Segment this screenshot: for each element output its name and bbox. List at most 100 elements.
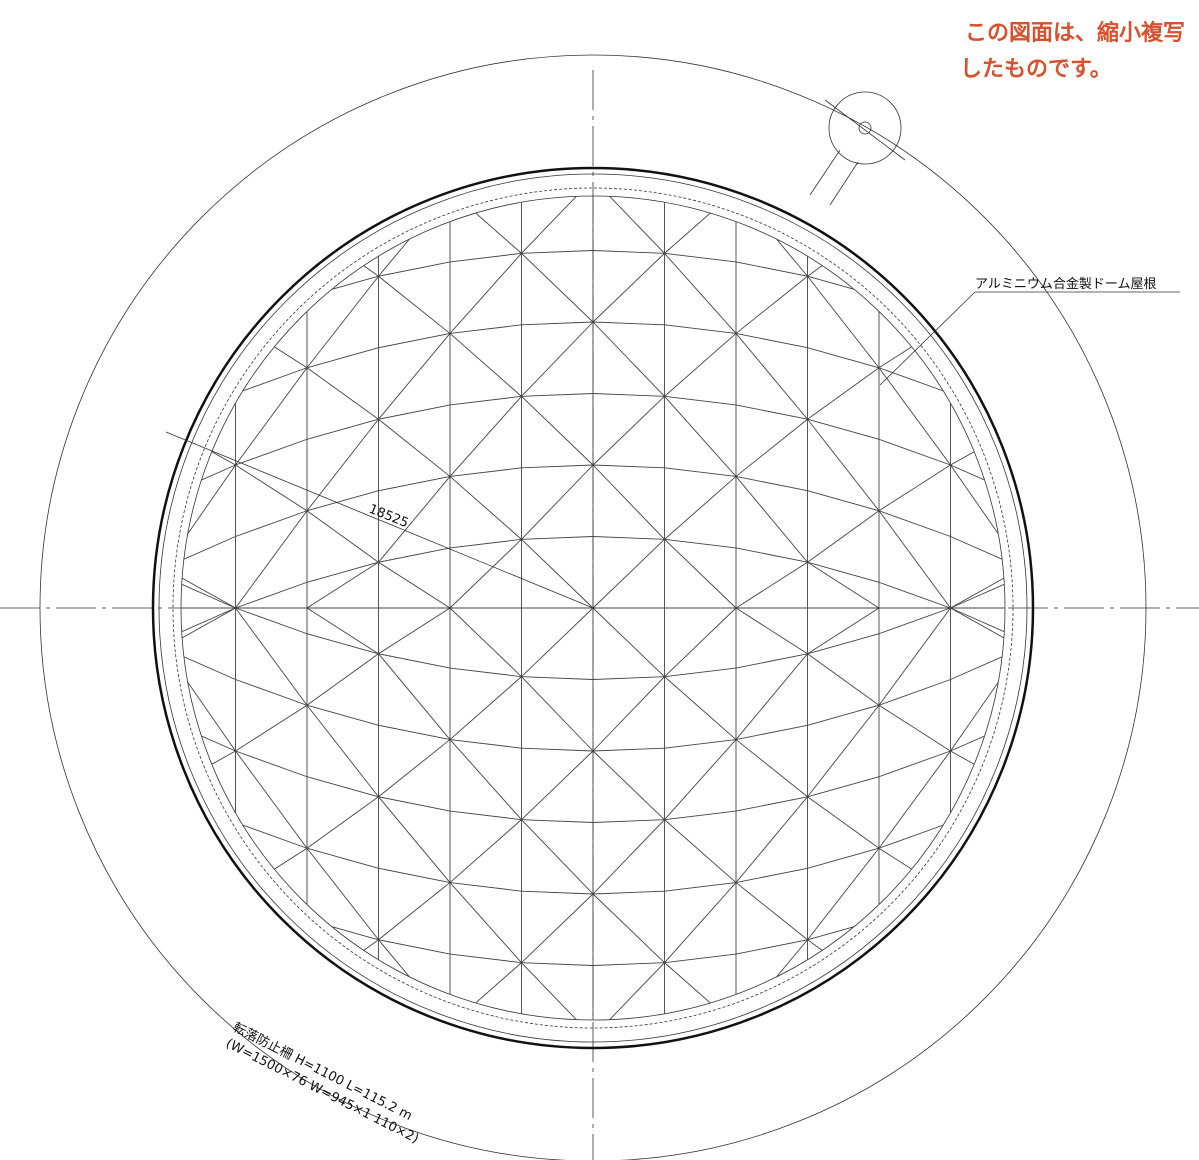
grid-member: [664, 538, 737, 549]
grid-member: [592, 250, 665, 254]
grid-member: [521, 750, 594, 820]
grid-member: [181, 647, 236, 752]
grid-member: [807, 275, 880, 369]
grid-member: [449, 739, 522, 749]
grid-member: [521, 393, 594, 397]
grid-member: [950, 424, 1005, 466]
railing-spec: (W=1500×76 W=945×1 110×2): [223, 1036, 421, 1147]
grid-member: [878, 224, 951, 251]
grid-member: [181, 933, 236, 966]
grid-member: [235, 464, 308, 512]
grid-member: [878, 464, 951, 512]
grid-member: [378, 867, 451, 884]
grid-member: [449, 324, 522, 334]
grid-member: [449, 676, 522, 740]
grid-member: [521, 464, 594, 540]
grid-member: [592, 962, 665, 1020]
grid-member: [807, 490, 880, 512]
grid-member: [592, 396, 665, 466]
grid-member: [807, 776, 880, 798]
grid-member: [735, 939, 808, 955]
grid-member: [664, 810, 737, 821]
grid-member: [378, 196, 451, 277]
grid-member: [378, 196, 451, 206]
grid-member: [449, 396, 522, 477]
grid-member: [306, 224, 379, 277]
grid-member: [449, 467, 522, 477]
grid-member: [181, 576, 236, 609]
grid-member: [1022, 353, 1094, 390]
grid-member: [521, 250, 594, 254]
grid-member: [735, 739, 808, 798]
grid-member: [664, 539, 737, 609]
grid-member: [378, 476, 451, 563]
grid-member: [449, 667, 522, 678]
grid-member: [878, 581, 951, 609]
grid-member: [593, 1034, 665, 1037]
grid-member: [950, 750, 1005, 792]
grid-member: [878, 750, 951, 778]
grid-member: [449, 953, 522, 964]
grid-member: [378, 796, 451, 883]
grid-member: [878, 367, 951, 466]
grid-member: [735, 653, 808, 669]
grid-member: [306, 847, 379, 869]
grid-member: [449, 253, 522, 334]
grid-member: [878, 750, 951, 849]
grid-member: [306, 919, 379, 941]
grid-member: [950, 647, 1005, 680]
grid-member: [664, 962, 737, 1020]
grid-member: [878, 510, 951, 537]
grid-member: [735, 261, 808, 277]
grid-member: [181, 647, 236, 680]
grid-member: [593, 179, 665, 182]
grid-member: [664, 396, 737, 477]
grid-member: [736, 1026, 808, 1083]
grid-member: [181, 424, 236, 466]
grid-member: [950, 862, 1005, 895]
grid-member: [735, 333, 808, 420]
grid-member: [664, 395, 737, 406]
grid-member: [181, 607, 236, 649]
grid-member: [306, 704, 379, 798]
grid-member: [950, 893, 1005, 935]
grid-member: [378, 404, 451, 420]
grid-member: [1022, 897, 1094, 934]
grid-member: [449, 196, 522, 254]
grid-member: [807, 990, 880, 1020]
grid-member: [521, 676, 594, 752]
grid-member: [235, 321, 308, 369]
grid-member: [306, 633, 379, 655]
grid-member: [950, 321, 1005, 354]
grid-member: [449, 882, 522, 892]
grid-member: [807, 939, 880, 992]
grid-member: [522, 179, 594, 182]
grid-member: [807, 418, 880, 512]
grid-member: [664, 467, 737, 477]
radius-label: 18525: [367, 502, 411, 531]
grid-member: [1022, 282, 1094, 391]
grid-member: [950, 536, 1005, 569]
stair-tower: [828, 91, 902, 165]
grid-member: [592, 750, 665, 820]
grid-member: [521, 676, 594, 680]
grid-member: [449, 819, 522, 883]
grid-member: [735, 332, 808, 349]
grid-member: [235, 510, 308, 537]
grid-member: [592, 464, 665, 540]
grid-member: [449, 476, 522, 540]
grid-member: [378, 882, 451, 941]
grid-member: [306, 367, 379, 420]
grid-member: [1022, 934, 1094, 968]
grid-member: [950, 464, 1005, 569]
grid-member: [181, 750, 236, 792]
grid-member: [807, 347, 880, 369]
stamp-line: したものです。: [960, 56, 1112, 82]
grid-member: [735, 607, 808, 655]
grid-member: [735, 867, 808, 884]
grid-member: [664, 252, 737, 263]
grid-member: [592, 607, 665, 677]
grid-member: [235, 750, 308, 778]
grid-member: [306, 939, 379, 992]
grid-member: [306, 561, 379, 609]
